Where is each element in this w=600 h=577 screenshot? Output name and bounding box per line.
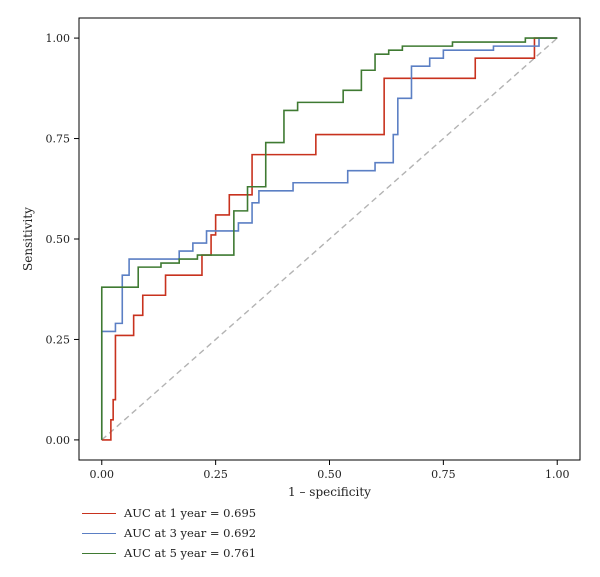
- reference-diagonal: [101, 37, 558, 441]
- y-tick-label: 0.50: [46, 233, 71, 246]
- legend-label: AUC at 1 year = 0.695: [124, 506, 257, 520]
- x-tick-label: 0.00: [90, 468, 115, 481]
- series-line-1: [101, 37, 558, 441]
- x-tick-label: 0.50: [317, 468, 342, 481]
- legend-swatch: [82, 512, 116, 514]
- legend-label: AUC at 3 year = 0.692: [124, 526, 257, 540]
- series-line-2: [100, 37, 558, 440]
- y-axis-title: Sensitivity: [21, 207, 35, 271]
- legend-swatch: [82, 532, 116, 534]
- x-tick-label: 1.00: [545, 468, 570, 481]
- y-tick-label: 0.25: [46, 333, 71, 346]
- legend-label: AUC at 5 year = 0.761: [124, 546, 257, 560]
- x-tick-label: 0.25: [203, 468, 228, 481]
- y-tick-label: 0.75: [46, 133, 71, 146]
- series-line-3: [100, 37, 558, 440]
- legend-swatch: [82, 552, 116, 554]
- legend-item: AUC at 1 year = 0.695: [82, 503, 256, 523]
- x-axis-title: 1 – specificity: [288, 485, 371, 499]
- legend-item: AUC at 5 year = 0.761: [82, 543, 256, 563]
- legend: AUC at 1 year = 0.695 AUC at 3 year = 0.6…: [82, 503, 256, 563]
- legend-item: AUC at 3 year = 0.692: [82, 523, 256, 543]
- y-tick-label: 1.00: [46, 32, 71, 45]
- x-tick-label: 0.75: [431, 468, 456, 481]
- y-tick-label: 0.00: [46, 434, 71, 447]
